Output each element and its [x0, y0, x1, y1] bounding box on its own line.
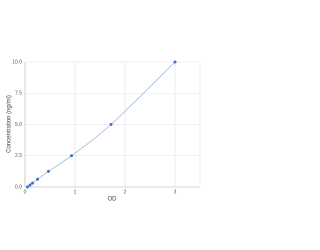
x-tick-label: 0 — [24, 189, 27, 195]
data-point — [28, 183, 32, 187]
x-tick-label: 2 — [124, 189, 127, 195]
data-point — [70, 154, 73, 158]
data-point — [47, 169, 50, 173]
y-tick-label: 2.5 — [15, 153, 22, 159]
y-tick-label: 7.5 — [15, 91, 22, 97]
x-tick-label: 3 — [174, 189, 177, 195]
chart: OD Concentration (ng/ml) 0.0 2.5 5.0 7.5 10.… — [7, 59, 201, 203]
x-tick-label: 1 — [74, 189, 77, 195]
data-point — [109, 123, 113, 126]
y-tick-label: 5.0 — [15, 122, 22, 128]
y-axis-label: Concentration (ng/ml) — [7, 95, 13, 153]
data-point — [36, 177, 39, 181]
data-point — [26, 185, 29, 189]
y-tick-label: 10.0 — [12, 59, 22, 65]
x-axis-label: OD — [108, 197, 118, 203]
data-point — [31, 181, 34, 185]
y-tick-label: 0.0 — [15, 184, 22, 190]
data-point — [173, 60, 177, 64]
